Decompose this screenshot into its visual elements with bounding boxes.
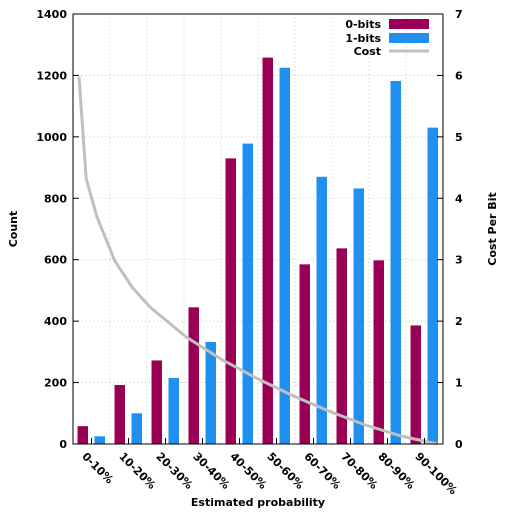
bar-1-bits-0 <box>94 436 105 444</box>
y2-tick-label: 6 <box>455 69 463 82</box>
bar-0-bits-2 <box>151 360 162 444</box>
bar-0-bits-6 <box>299 264 310 444</box>
x-axis-ticks: 0-10% 10-20%20-30%30-40%40-50%50-60%60-70… <box>79 438 460 497</box>
bar-0-bits-9 <box>410 325 421 444</box>
bar-0-bits-1 <box>114 385 125 444</box>
legend-label-cost: Cost <box>354 45 381 58</box>
bar-1-bits-4 <box>242 143 253 444</box>
x-axis-title: Estimated probability <box>191 496 325 509</box>
bar-1-bits-2 <box>168 377 179 444</box>
y-tick-label: 1200 <box>36 69 67 82</box>
bar-1-bits-1 <box>131 413 142 444</box>
x-tick-label: 0-10% <box>79 450 115 486</box>
bar-0-bits-4 <box>225 158 236 444</box>
legend-label-1-bits: 1-bits <box>345 32 381 45</box>
bar-0-bits-7 <box>336 248 347 444</box>
y2-tick-label: 7 <box>455 8 463 21</box>
legend-swatch-1-bits <box>389 33 429 43</box>
bar-1-bits-6 <box>316 176 327 445</box>
x-tick-label: 20-30% <box>153 450 195 492</box>
y2-tick-label: 4 <box>455 192 463 205</box>
y-tick-label: 600 <box>44 254 67 267</box>
y-tick-label: 200 <box>44 377 67 390</box>
bar-1-bits-5 <box>279 67 290 444</box>
bars <box>77 57 438 445</box>
plot-frame <box>72 13 444 445</box>
x-tick-label: 40-50% <box>227 450 269 492</box>
axes <box>72 13 444 445</box>
y-tick-label: 400 <box>44 315 67 328</box>
y2-tick-label: 2 <box>455 315 463 328</box>
cost-line-group <box>77 76 438 446</box>
x-tick-label: 60-70% <box>301 450 343 492</box>
y-axis-title: Count <box>7 211 20 248</box>
y-tick-label: 1400 <box>36 8 67 21</box>
bar-1-bits-8 <box>390 80 401 444</box>
y2-axis-ticks: 0 1 2 3 4 5 6 7 <box>437 8 463 451</box>
y-tick-label: 0 <box>59 438 67 451</box>
y2-tick-label: 1 <box>455 377 463 390</box>
x-tick-label: 80-90% <box>375 450 417 492</box>
y2-axis-title: Cost Per Bit <box>486 192 499 265</box>
bar-0-bits-8 <box>373 260 384 444</box>
x-tick-label: 90-100% <box>412 450 459 497</box>
y2-tick-label: 5 <box>455 131 463 144</box>
y2-tick-label: 3 <box>455 254 463 267</box>
cost-line <box>77 76 438 446</box>
bar-1-bits-3 <box>205 342 216 444</box>
legend-label-0-bits: 0-bits <box>345 18 381 31</box>
x-tick-label: 50-60% <box>264 450 306 492</box>
x-tick-label: 10-20% <box>116 450 158 492</box>
y-axis-ticks: 0 200 400 600 800 1000 1200 1400 <box>36 8 79 451</box>
bar-0-bits-3 <box>188 307 199 444</box>
bar-0-bits-5 <box>262 57 273 444</box>
y-tick-label: 1000 <box>36 131 67 144</box>
bar-1-bits-7 <box>353 188 364 444</box>
legend-swatch-0-bits <box>389 19 429 29</box>
bar-1-bits-9 <box>427 127 438 445</box>
x-tick-label: 70-80% <box>338 450 380 492</box>
bar-0-bits-0 <box>77 426 88 444</box>
y2-tick-label: 0 <box>455 438 463 451</box>
legend: 0-bits 1-bits Cost <box>345 18 429 58</box>
y-tick-label: 800 <box>44 192 67 205</box>
x-tick-label: 30-40% <box>190 450 232 492</box>
